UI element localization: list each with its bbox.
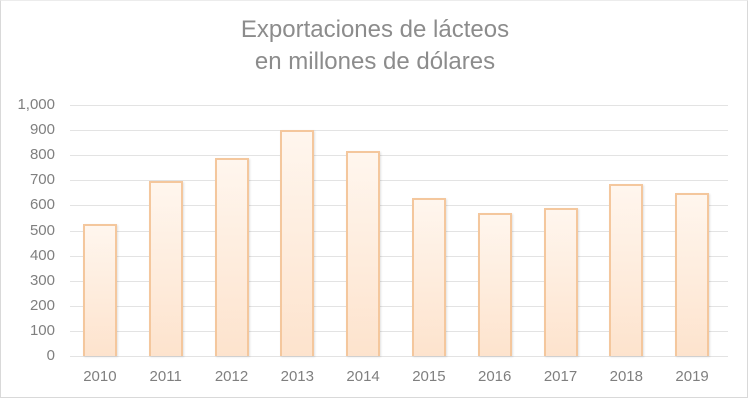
gridline	[70, 230, 728, 232]
gridline	[70, 155, 728, 157]
y-tick-label: 800	[29, 146, 55, 164]
gridline	[70, 330, 728, 332]
chart-title: Exportaciones de lácteos en millones de …	[0, 14, 750, 78]
gridline	[70, 180, 728, 182]
x-tick-label: 2017	[543, 368, 578, 385]
y-tick-label: 200	[29, 296, 55, 314]
bar-2015	[411, 197, 446, 356]
y-tick-label: 900	[29, 121, 55, 139]
bar-2014	[346, 151, 381, 356]
gridline	[70, 356, 728, 357]
y-tick-label: 500	[29, 221, 55, 239]
x-tick-label: 2016	[478, 368, 512, 385]
bar-2018	[609, 184, 644, 356]
y-tick-label: 700	[29, 171, 55, 189]
x-tick-label: 2019	[675, 368, 709, 385]
bar-2013	[280, 130, 315, 356]
gridline	[70, 130, 728, 132]
plot-area	[70, 105, 728, 357]
x-tick-label: 2014	[346, 368, 380, 385]
x-tick-label: 2013	[280, 368, 314, 385]
gridline	[70, 105, 728, 106]
gridline	[70, 255, 728, 257]
y-tick-label: 1,000	[17, 96, 55, 113]
x-tick-label: 2018	[609, 368, 643, 385]
bar-2019	[675, 192, 710, 356]
x-tick-label: 2012	[214, 368, 249, 385]
y-tick-label: 100	[29, 321, 55, 339]
x-tick-label: 2011	[149, 368, 182, 385]
gridline	[70, 205, 728, 207]
bar-2017	[543, 207, 578, 356]
bar-2016	[477, 212, 512, 356]
y-tick-label: 300	[29, 271, 55, 289]
y-tick-label: 400	[29, 246, 55, 264]
bar-2012	[214, 157, 249, 356]
chart-title-line-2: en millones de dólares	[254, 48, 496, 75]
chart-title-line-1: Exportaciones de lácteos	[240, 16, 510, 43]
gridline	[70, 305, 728, 307]
gridline	[70, 280, 728, 282]
x-tick-label: 2010	[83, 368, 117, 385]
bar-2010	[82, 224, 117, 356]
y-tick-label: 0	[46, 347, 55, 364]
bar-2011	[148, 180, 183, 356]
y-tick-label: 600	[29, 196, 55, 214]
x-tick-label: 2015	[412, 368, 446, 385]
